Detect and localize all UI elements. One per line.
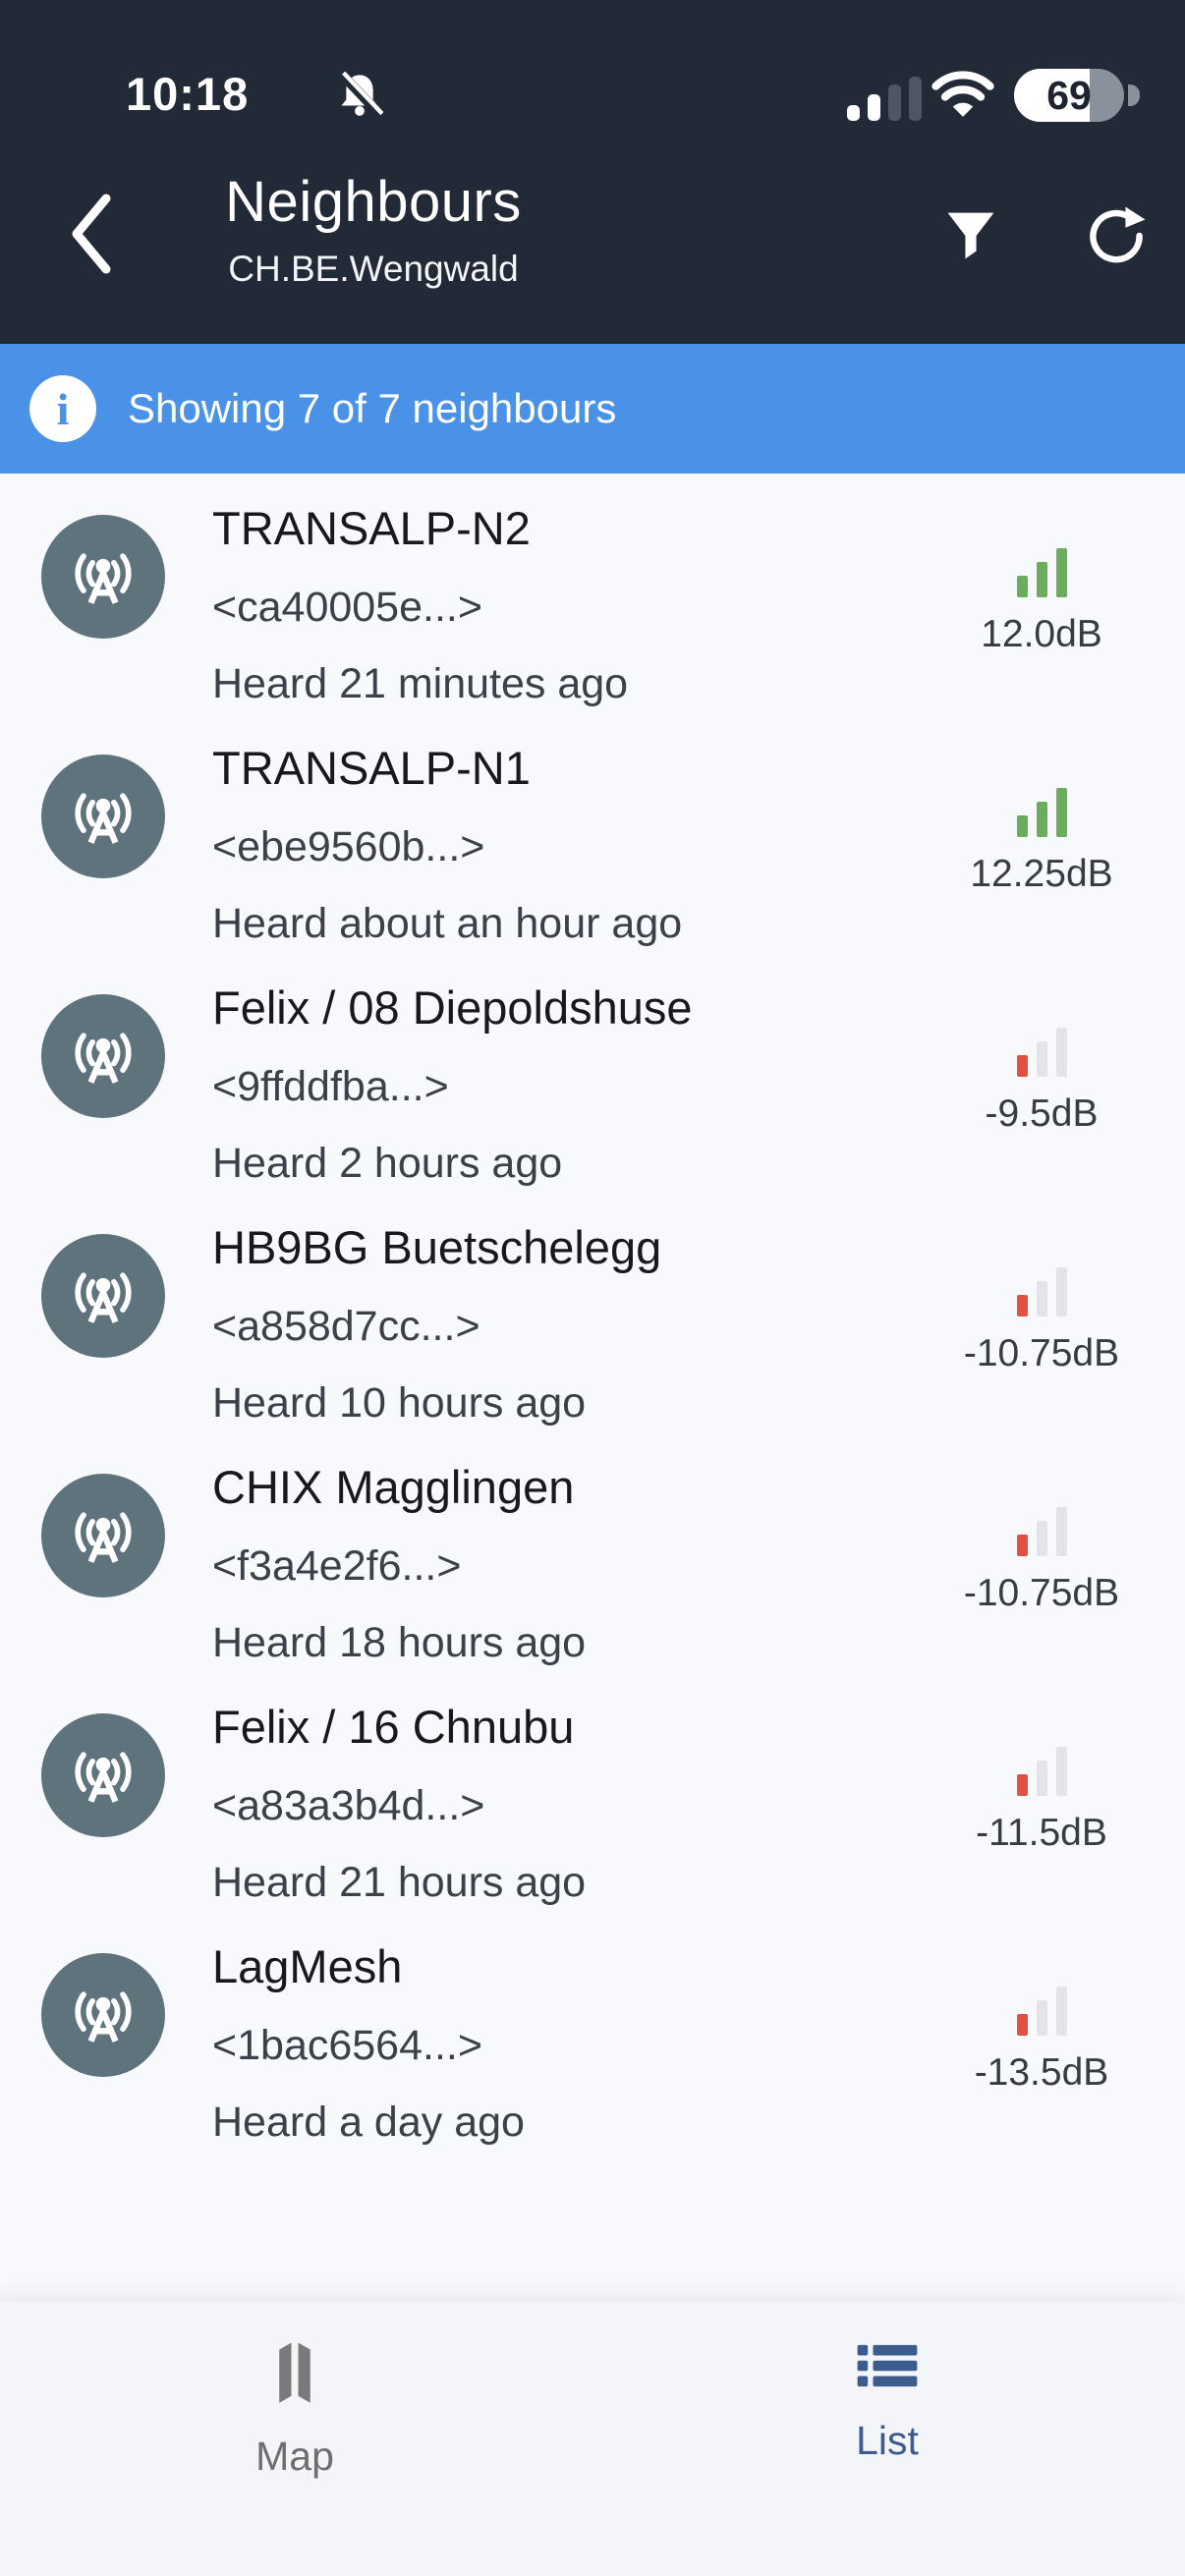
signal-db: -9.5dB <box>985 1092 1099 1135</box>
neighbour-id: <ca40005e...> <box>212 584 482 631</box>
neighbour-name: Felix / 16 Chnubu <box>212 1701 575 1753</box>
neighbour-name: LagMesh <box>212 1940 403 1992</box>
neighbour-name: CHIX Magglingen <box>212 1461 575 1513</box>
neighbour-name: TRANSALP-N2 <box>212 502 531 554</box>
neighbour-id: <f3a4e2f6...> <box>212 1542 462 1590</box>
neighbour-heard: Heard a day ago <box>212 2099 525 2146</box>
antenna-icon <box>75 1752 132 1803</box>
list-icon <box>857 2344 918 2387</box>
neighbour-name: TRANSALP-N1 <box>212 742 531 794</box>
battery-percent: 69 <box>1046 73 1092 118</box>
signal-bars-icon <box>1017 1028 1067 1077</box>
tab-bar: Map List <box>0 2302 1185 2576</box>
header: 10:18 69 <box>0 0 1185 344</box>
signal-db: -13.5dB <box>974 2051 1109 2094</box>
signal-bars-icon <box>1017 1987 1067 2036</box>
signal-bars-icon <box>1017 1507 1067 1556</box>
neighbour-heard: Heard about an hour ago <box>212 900 683 947</box>
chevron-left-icon <box>72 194 111 274</box>
status-time: 10:18 <box>126 68 250 120</box>
battery-indicator: 69 <box>1014 69 1124 122</box>
avatar <box>41 1713 165 1837</box>
notifications-muted-icon <box>336 71 383 118</box>
antenna-icon <box>75 553 132 604</box>
signal-db: -10.75dB <box>963 1332 1120 1374</box>
tab-list-label: List <box>856 2418 919 2463</box>
neighbour-id: <1bac6564...> <box>212 2022 482 2069</box>
antenna-icon <box>75 1512 132 1563</box>
signal-bars-icon <box>1017 1267 1067 1316</box>
neighbour-name: Felix / 08 Diepoldshuse <box>212 981 693 1034</box>
neighbour-heard: Heard 21 minutes ago <box>212 660 629 707</box>
avatar <box>41 515 165 639</box>
tab-list[interactable]: List <box>769 2339 1005 2464</box>
title-block: Neighbours CH.BE.Wengwald <box>118 169 629 290</box>
wifi-icon <box>931 69 994 118</box>
avatar <box>41 755 165 878</box>
list-item[interactable]: Felix / 08 Diepoldshuse <9ffddfba...> He… <box>0 959 1185 1199</box>
list-item[interactable]: TRANSALP-N2 <ca40005e...> Heard 21 minut… <box>0 479 1185 719</box>
avatar <box>41 1953 165 2077</box>
refresh-icon <box>1090 206 1146 263</box>
neighbour-id: <a858d7cc...> <box>212 1303 480 1350</box>
cellular-signal-icon <box>847 77 922 121</box>
refresh-button[interactable] <box>1069 189 1163 283</box>
signal-db: 12.25dB <box>970 853 1113 895</box>
list-item[interactable]: HB9BG Buetschelegg <a858d7cc...> Heard 1… <box>0 1199 1185 1438</box>
list-item[interactable]: CHIX Magglingen <f3a4e2f6...> Heard 18 h… <box>0 1438 1185 1678</box>
neighbour-heard: Heard 21 hours ago <box>212 1859 587 1906</box>
neighbour-id: <a83a3b4d...> <box>212 1782 485 1829</box>
info-icon: i <box>29 375 96 442</box>
list-item[interactable]: LagMesh <1bac6564...> Heard a day ago -1… <box>0 1918 1185 2157</box>
battery-nub <box>1128 84 1140 106</box>
tab-map[interactable]: Map <box>177 2339 413 2480</box>
back-button[interactable] <box>51 185 130 283</box>
signal-db: -10.75dB <box>963 1572 1120 1614</box>
signal-bars-icon <box>1017 788 1067 837</box>
antenna-icon <box>75 793 132 844</box>
filter-button[interactable] <box>924 189 1018 283</box>
antenna-icon <box>75 1272 132 1323</box>
signal-bars-icon <box>1017 1747 1067 1796</box>
page-subtitle: CH.BE.Wengwald <box>228 249 519 289</box>
signal-db: 12.0dB <box>981 613 1102 655</box>
signal-db: -11.5dB <box>976 1812 1107 1854</box>
neighbour-id: <ebe9560b...> <box>212 823 485 870</box>
filter-icon <box>947 212 994 259</box>
page-title: Neighbours <box>225 170 522 234</box>
list-item[interactable]: TRANSALP-N1 <ebe9560b...> Heard about an… <box>0 719 1185 959</box>
neighbour-name: HB9BG Buetschelegg <box>212 1221 662 1273</box>
avatar <box>41 1474 165 1597</box>
neighbour-heard: Heard 2 hours ago <box>212 1140 563 1187</box>
list-item[interactable]: Felix / 16 Chnubu <a83a3b4d...> Heard 21… <box>0 1678 1185 1918</box>
tab-map-label: Map <box>255 2434 334 2479</box>
neighbour-id: <9ffddfba...> <box>212 1063 449 1110</box>
antenna-icon <box>75 1033 132 1084</box>
signal-bars-icon <box>1017 548 1067 597</box>
battery-fill <box>1014 69 1091 122</box>
info-banner: i Showing 7 of 7 neighbours <box>0 344 1185 474</box>
banner-text: Showing 7 of 7 neighbours <box>128 385 617 431</box>
avatar <box>41 994 165 1118</box>
antenna-icon <box>75 1991 132 2043</box>
neighbour-heard: Heard 18 hours ago <box>212 1619 587 1666</box>
avatar <box>41 1234 165 1358</box>
map-icon <box>279 2342 310 2403</box>
neighbour-heard: Heard 10 hours ago <box>212 1379 587 1427</box>
